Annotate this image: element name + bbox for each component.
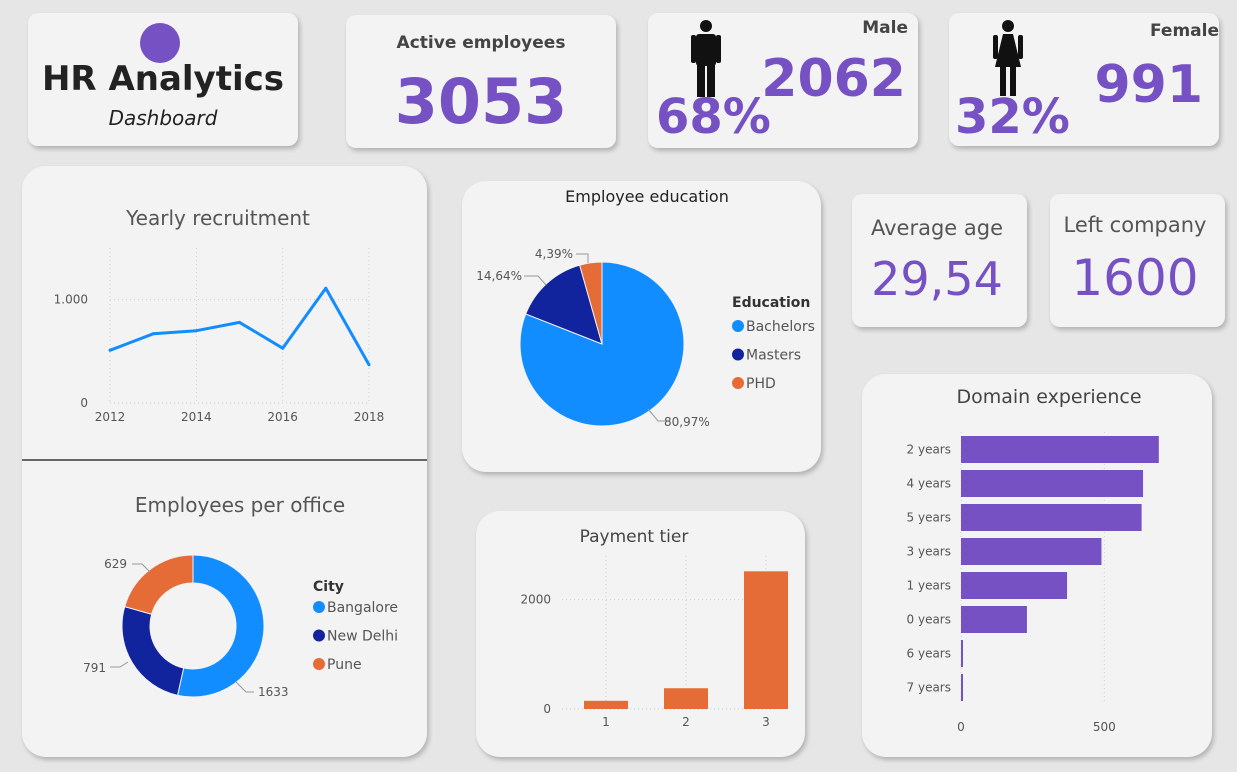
- male-percent: 68%: [656, 89, 771, 145]
- female-percent: 32%: [955, 89, 1070, 145]
- bar-0-years[interactable]: [961, 606, 1027, 633]
- x-tick-label: 2: [682, 715, 690, 729]
- legend-item[interactable]: Masters: [746, 348, 801, 364]
- leader-line: [132, 563, 151, 573]
- bar-3-years[interactable]: [961, 538, 1102, 565]
- leader-line: [647, 408, 668, 422]
- x-tick-label: 3: [762, 715, 770, 729]
- y-tick-label: 3 years: [907, 545, 951, 559]
- bar-6-years[interactable]: [961, 640, 963, 667]
- bar-tier-3[interactable]: [744, 571, 788, 709]
- header-card: HR Analytics Dashboard: [28, 13, 298, 146]
- y-tick-label: 1 years: [907, 579, 951, 593]
- female-person-icon: [991, 19, 1025, 101]
- x-tick-label: 2014: [181, 410, 212, 424]
- bar-4-years[interactable]: [961, 470, 1144, 497]
- male-person-icon: [690, 19, 722, 101]
- slice-data-label: 791: [83, 661, 106, 675]
- yearly-title: Yearly recruitment: [125, 206, 310, 230]
- y-tick-label: 4 years: [907, 477, 951, 491]
- female-label: Female: [1150, 21, 1219, 41]
- bar-7-years[interactable]: [961, 674, 963, 701]
- education-title: Employee education: [565, 187, 729, 206]
- yearly-recruitment-chart[interactable]: Yearly recruitment 2012 2014 2016 2018 0 1.00…: [22, 166, 427, 456]
- x-tick-label: 0: [957, 720, 965, 734]
- slice-data-label: 629: [104, 557, 127, 571]
- x-tick-label: 2018: [354, 410, 385, 424]
- legend-item[interactable]: New Delhi: [327, 629, 398, 645]
- slice-data-label: 14,64%: [476, 269, 522, 283]
- slice-pune[interactable]: [124, 554, 194, 615]
- y-tick-label: 0 years: [907, 613, 951, 627]
- logo-icon: [140, 23, 180, 63]
- education-legend-title: Education: [732, 295, 810, 311]
- slice-bachelors[interactable]: [519, 261, 685, 427]
- legend-marker: [732, 377, 744, 389]
- x-tick-label: 1: [602, 715, 610, 729]
- legend-item[interactable]: Bachelors: [746, 319, 815, 335]
- leader-line: [235, 681, 254, 693]
- x-tick-label: 2012: [95, 410, 126, 424]
- legend-marker: [313, 601, 325, 613]
- slice-new-delhi[interactable]: [121, 606, 185, 696]
- y-tick-label: 7 years: [907, 681, 951, 695]
- page-title: HR Analytics: [41, 59, 285, 99]
- legend-item[interactable]: PHD: [746, 376, 776, 392]
- page-subtitle: Dashboard: [108, 106, 218, 130]
- office-legend-title: City: [313, 579, 344, 595]
- leader-line: [576, 253, 589, 263]
- left-company-value: 1600: [1071, 249, 1199, 307]
- bar-tier-2[interactable]: [664, 688, 708, 709]
- bar-2-years[interactable]: [961, 436, 1159, 463]
- bar-1-years[interactable]: [961, 572, 1068, 599]
- legend-item[interactable]: Bangalore: [327, 600, 398, 616]
- payment-tier-chart[interactable]: Payment tier 1 2 3 0 2000: [476, 511, 805, 757]
- average-age-value: 29,54: [871, 252, 1003, 306]
- left-company-card[interactable]: Left company 1600: [1050, 194, 1225, 327]
- domain-title: Domain experience: [956, 386, 1141, 408]
- y-tick-label: 0: [543, 702, 551, 716]
- y-tick-label: 1.000: [54, 293, 88, 307]
- male-label: Male: [862, 18, 908, 38]
- y-tick-label: 5 years: [907, 511, 951, 525]
- leader-line: [524, 275, 547, 286]
- legend-item[interactable]: Pune: [327, 657, 362, 673]
- legend-marker: [313, 658, 325, 670]
- x-tick-label: 2016: [267, 410, 298, 424]
- average-age-card[interactable]: Average age 29,54: [852, 194, 1027, 327]
- legend-marker: [732, 348, 744, 361]
- male-value: 2062: [761, 49, 906, 109]
- employees-office-chart[interactable]: Employees per office 1633 791 629 City Ban…: [22, 460, 427, 757]
- card-divider: [22, 459, 427, 461]
- payment-title: Payment tier: [580, 527, 689, 547]
- recruitment-series-line: [109, 286, 371, 366]
- y-tick-label: 2 years: [907, 443, 951, 457]
- y-tick-label: 6 years: [907, 647, 951, 661]
- bar-tier-1[interactable]: [584, 700, 628, 709]
- x-tick-label: 500: [1093, 720, 1116, 734]
- office-title: Employees per office: [135, 493, 345, 517]
- slice-data-label: 1633: [258, 685, 289, 699]
- active-employees-label: Active employees: [396, 33, 566, 53]
- average-age-label: Average age: [870, 216, 1004, 240]
- y-tick-label: 0: [80, 396, 88, 410]
- bar-5-years[interactable]: [961, 504, 1142, 531]
- slice-data-label: 4,39%: [535, 247, 573, 261]
- female-card[interactable]: Female 991 32%: [949, 13, 1219, 146]
- legend-marker: [732, 320, 744, 332]
- active-employees-card[interactable]: Active employees 3053: [346, 15, 616, 148]
- employee-education-chart[interactable]: Employee education 80,97% 14,64% 4,39% Edu…: [462, 181, 821, 472]
- y-tick-label: 2000: [520, 593, 551, 607]
- female-value: 991: [1094, 55, 1203, 115]
- slice-masters[interactable]: [525, 264, 603, 345]
- slice-phd[interactable]: [579, 261, 603, 345]
- slice-data-label: 80,97%: [664, 415, 710, 429]
- slice-bangalore[interactable]: [176, 554, 265, 698]
- legend-marker: [313, 629, 325, 642]
- leader-line: [110, 661, 129, 668]
- left-company-label: Left company: [1063, 213, 1207, 237]
- male-card[interactable]: Male 2062 68%: [648, 13, 918, 148]
- active-employees-value: 3053: [394, 65, 568, 138]
- domain-experience-chart[interactable]: Domain experience 0 500 2 years 4 years 5 ye…: [862, 374, 1212, 757]
